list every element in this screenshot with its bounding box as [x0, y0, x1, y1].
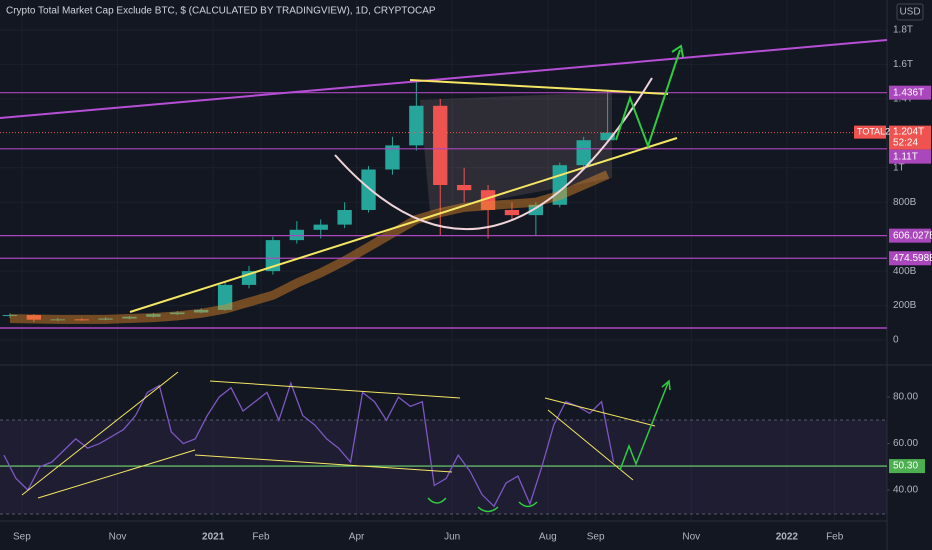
cup-arc	[334, 77, 653, 231]
level-box: 1.436T	[889, 85, 931, 100]
candle-body	[265, 240, 281, 272]
last-price: 1.204T	[893, 126, 924, 137]
box-bg	[889, 251, 931, 266]
resistance-line	[409, 79, 669, 95]
candle-body	[313, 224, 328, 230]
rsi-bottom	[477, 506, 499, 513]
candle-body	[194, 309, 209, 313]
x-tick-label: Aug	[539, 532, 557, 543]
rsi-trend	[209, 380, 461, 399]
rsi-line	[3, 381, 615, 508]
projection-arrow	[615, 49, 681, 149]
moving-average	[9, 170, 610, 324]
arrow-head	[661, 379, 671, 391]
rsi-bottom	[427, 497, 447, 504]
x-tick-label: Apr	[349, 532, 365, 543]
y-tick-label: 400B	[893, 266, 917, 277]
box-bg	[889, 125, 931, 150]
box-bg	[889, 85, 931, 100]
y-tick-label: 40.00	[893, 485, 918, 496]
level-label: 1.11T	[893, 151, 918, 162]
candle-body	[74, 319, 89, 321]
currency-box[interactable]	[896, 3, 924, 21]
chart-title: Crypto Total Market Cap Exclude BTC, $ (…	[6, 6, 436, 17]
rsi-box: 50.30	[889, 459, 925, 474]
candle-body	[98, 318, 113, 320]
candle-body	[289, 229, 304, 241]
candle-body	[361, 169, 376, 210]
level-box: 474.598B	[889, 251, 932, 266]
x-tick-label: Feb	[252, 532, 270, 543]
y-tick-label: 80.00	[893, 392, 918, 403]
candle-body	[456, 184, 472, 191]
level-box: 1.11T	[889, 149, 931, 164]
rsi-trend	[194, 454, 453, 473]
y-tick-label: 800B	[893, 197, 917, 208]
marks	[0, 79, 887, 508]
level-label: 1.436T	[893, 87, 924, 98]
x-tick-label: Nov	[682, 532, 700, 543]
candle-body	[385, 145, 400, 170]
candle-body	[217, 284, 233, 310]
candle-body	[504, 209, 520, 216]
candle-body	[146, 314, 161, 317]
countdown: 52:24	[893, 137, 918, 148]
box-bg	[889, 459, 925, 474]
rsi-trend	[544, 397, 656, 427]
candle-body	[122, 316, 137, 319]
candle-body	[26, 315, 42, 320]
level-label: 606.027B	[893, 230, 932, 241]
y-tick-label: 200B	[893, 300, 917, 311]
y-tick-label: 0	[893, 335, 899, 346]
candle-body	[528, 204, 544, 216]
x-tick-label: 2022	[776, 532, 799, 543]
candle-body	[50, 319, 65, 321]
candle-body	[576, 140, 591, 166]
candle-body	[337, 209, 352, 225]
x-tick-label: Nov	[109, 532, 127, 543]
box-bg	[889, 149, 931, 164]
arrow-head	[671, 44, 684, 58]
box-bg	[854, 125, 886, 139]
rsi-band	[0, 420, 887, 514]
x-tick-label: Sep	[13, 532, 31, 543]
candle-body	[409, 105, 424, 146]
rsi-projection	[619, 382, 669, 471]
y-tick-label: 1.8T	[893, 25, 913, 36]
x-tick-label: Sep	[587, 532, 605, 543]
level-box: 606.027B	[889, 228, 932, 243]
grid	[887, 396, 890, 491]
rsi-bottom	[518, 501, 538, 508]
rsi-label: 50.30	[893, 461, 918, 472]
candle-body	[480, 190, 496, 210]
trend-line	[0, 39, 888, 119]
candle-body	[600, 132, 615, 141]
level-label: 474.598B	[893, 253, 932, 264]
x-tick-label: Feb	[826, 532, 844, 543]
labels: 0200B400B800B1T1.4T1.6T1.8TSepNov2021Feb…	[13, 25, 932, 543]
symbol: TOTAL2	[857, 127, 890, 137]
rsi-trend	[547, 409, 634, 481]
candle-body	[170, 312, 185, 315]
x-tick-label: 2021	[202, 532, 225, 543]
x-tick-label: Jun	[444, 532, 460, 543]
y-tick-label: 1T	[893, 162, 905, 173]
currency: USD	[899, 7, 920, 18]
candle-body	[433, 105, 448, 185]
y-tick-label: 60.00	[893, 438, 918, 449]
box-bg	[889, 228, 931, 243]
rsi-trend	[37, 449, 196, 499]
rsi-trend	[21, 371, 179, 496]
candle-body	[2, 315, 18, 317]
y-tick-label: 1.6T	[893, 59, 913, 70]
